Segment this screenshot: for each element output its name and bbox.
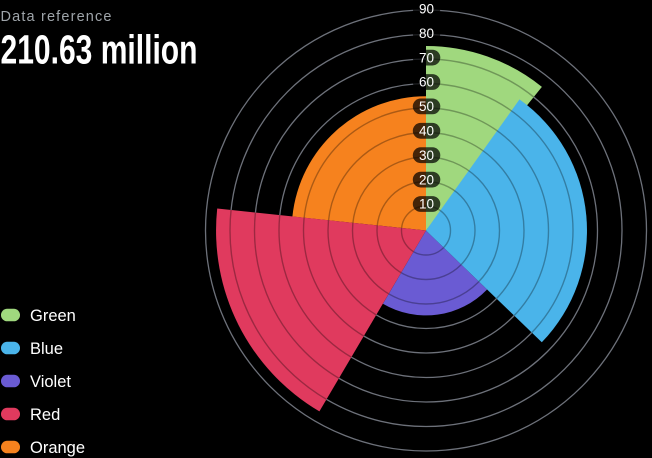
svg-text:Red: Red [30,406,60,424]
svg-text:Blue: Blue [30,340,63,358]
svg-text:20: 20 [419,172,434,187]
svg-text:70: 70 [419,50,434,65]
svg-text:Orange: Orange [30,439,85,457]
svg-text:210.63 million: 210.63 million [1,27,198,73]
svg-text:90: 90 [419,2,434,17]
svg-text:40: 40 [419,124,434,139]
svg-text:Data reference: Data reference [1,9,112,25]
svg-text:50: 50 [419,99,434,114]
svg-text:10: 10 [419,197,434,212]
svg-text:30: 30 [419,148,434,163]
svg-text:80: 80 [419,26,434,41]
svg-text:Green: Green [30,307,76,325]
svg-text:60: 60 [419,75,434,90]
svg-text:Violet: Violet [30,373,71,391]
